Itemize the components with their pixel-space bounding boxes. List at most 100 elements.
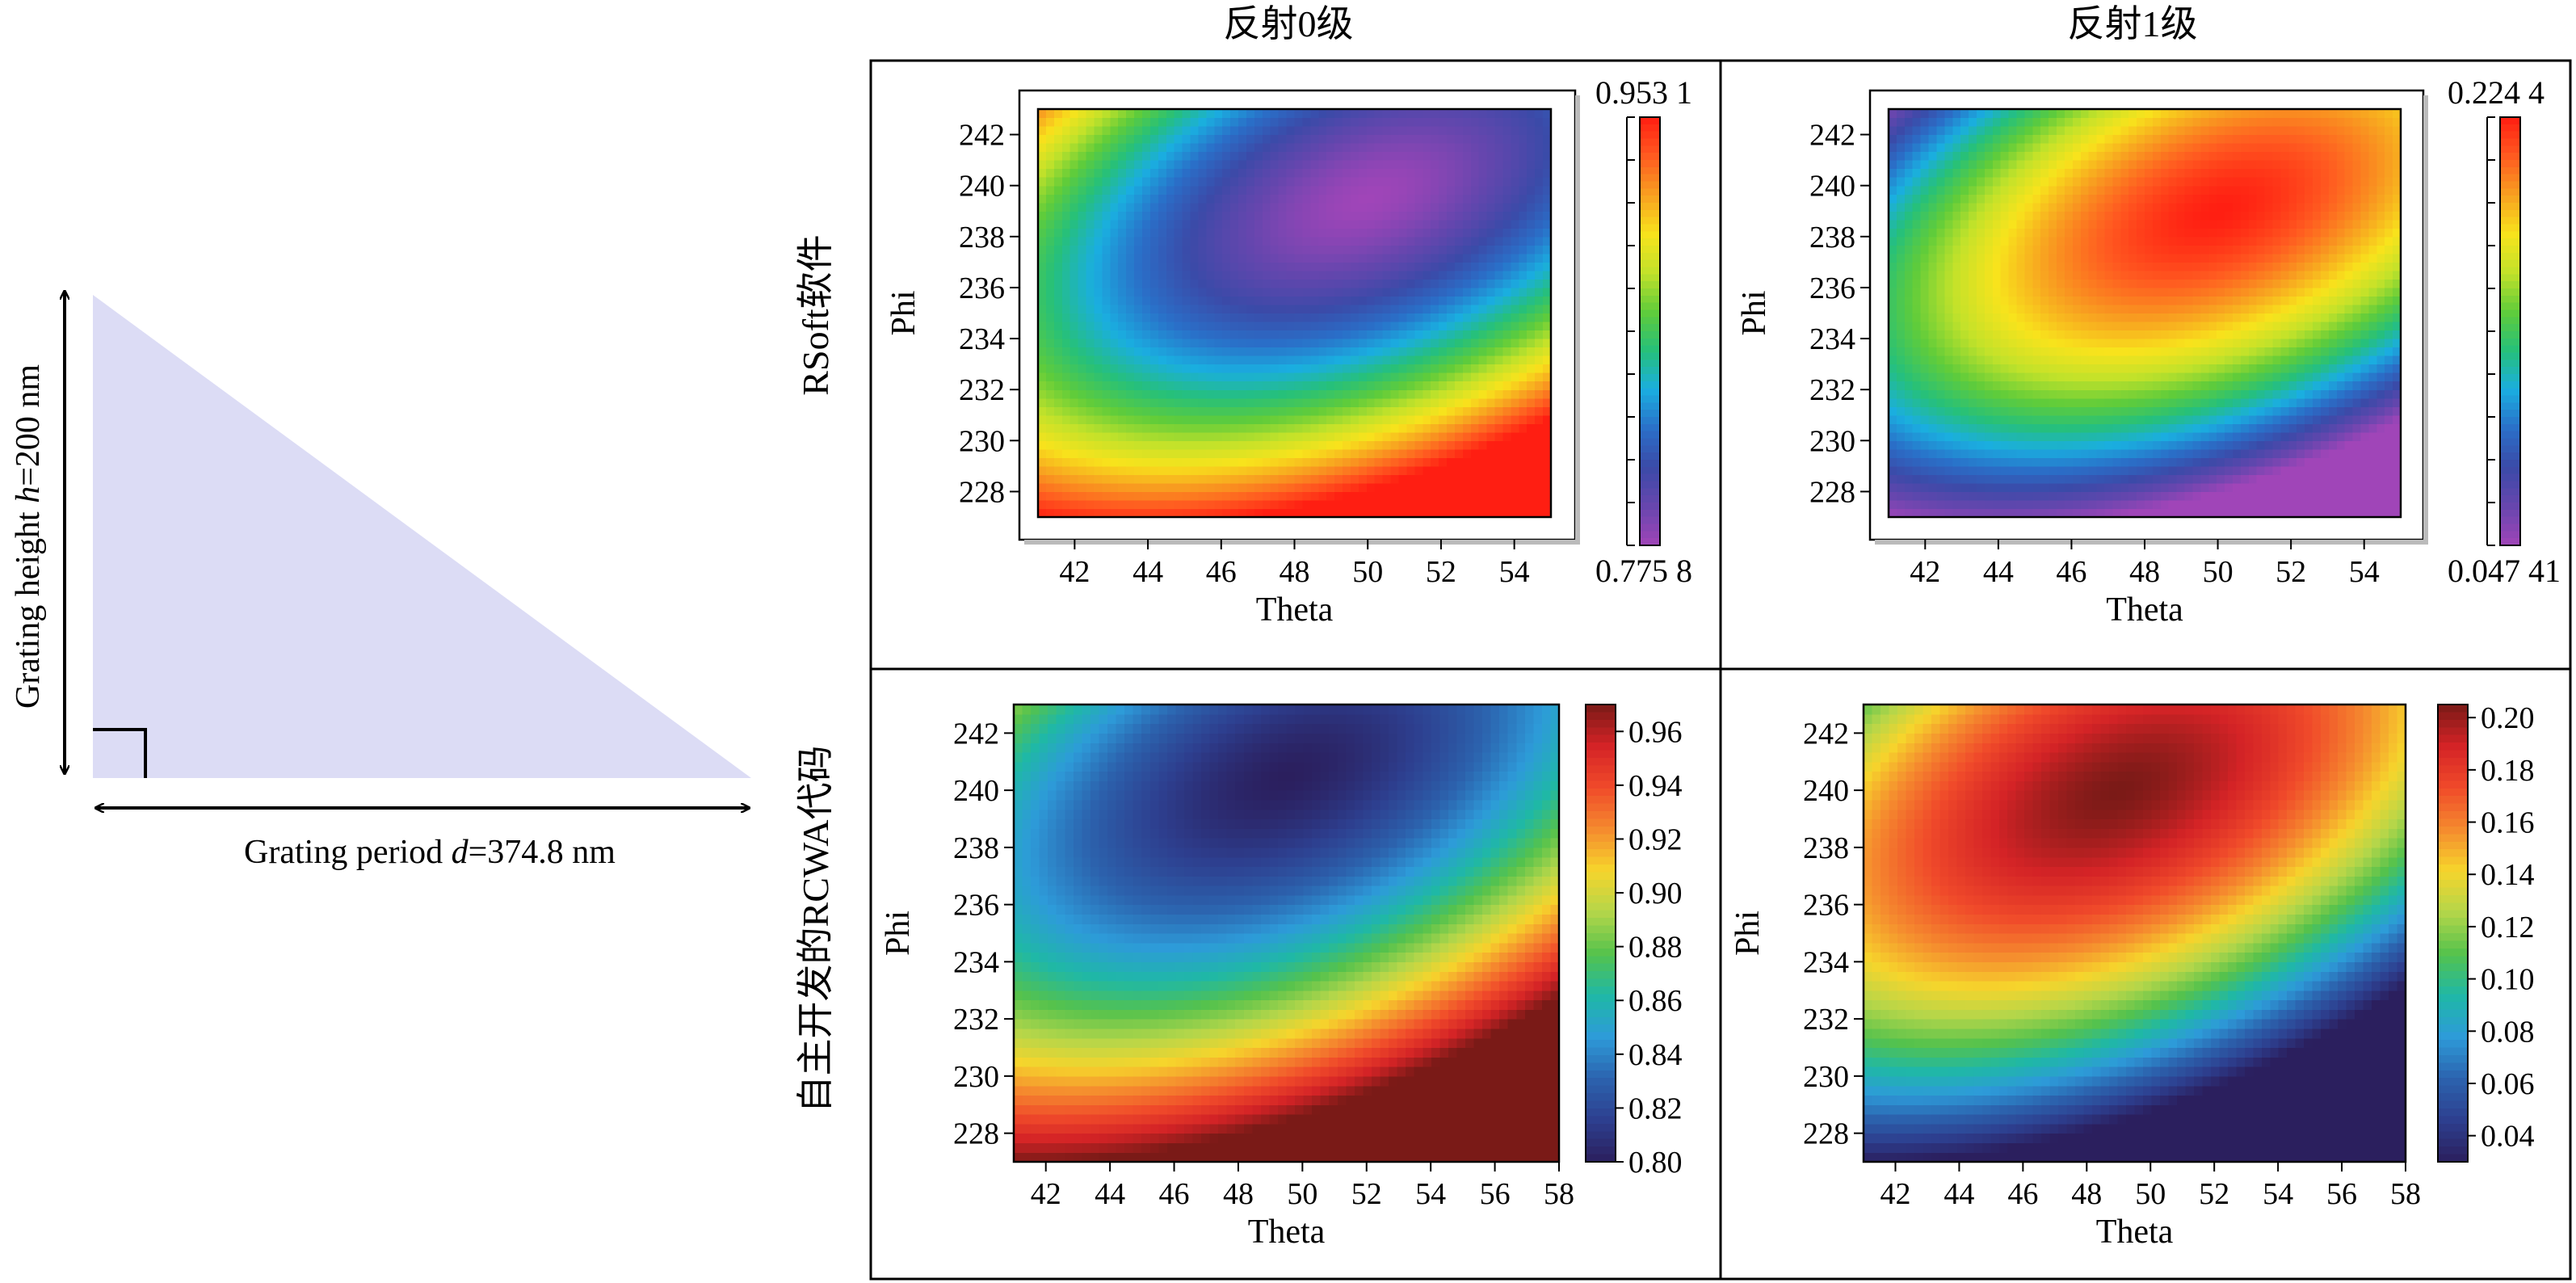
heatmap-cell (2049, 143, 2057, 153)
heatmap-cell (1094, 151, 1103, 161)
heatmap-cell (1326, 347, 1335, 356)
heatmap-cell (2128, 245, 2137, 254)
heatmap-cell (2049, 482, 2057, 492)
heatmap-cell (1343, 160, 1351, 170)
heatmap-cell (1149, 194, 1159, 204)
heatmap-cell (2160, 211, 2170, 221)
heatmap-cell (2152, 372, 2162, 382)
heatmap-cell (2032, 457, 2041, 467)
heatmap-cell (1374, 414, 1384, 424)
heatmap-cell (1094, 339, 1103, 348)
heatmap-cell (1920, 364, 1930, 373)
heatmap-cell (1952, 177, 1961, 187)
heatmap-cell (1086, 253, 1095, 263)
heatmap-cell (1366, 270, 1376, 280)
heatmap-cell (1920, 406, 1930, 416)
heatmap-cell (2032, 381, 2041, 390)
heatmap-cell (1190, 262, 1199, 271)
heatmap-cell (1952, 474, 1961, 484)
heatmap-cell (1198, 245, 1207, 254)
heatmap-cell (1992, 364, 2002, 373)
colorbar-segment (1640, 481, 1660, 489)
heatmap-cell (2152, 117, 2162, 127)
heatmap-cell (1431, 414, 1439, 424)
heatmap-cell (2112, 440, 2121, 450)
heatmap-cell (1230, 398, 1239, 407)
heatmap-cell (1936, 355, 1945, 365)
heatmap-cell (1149, 185, 1159, 195)
heatmap-cell (1262, 431, 1271, 441)
heatmap-cell (2145, 431, 2154, 441)
heatmap-cell (1318, 236, 1327, 246)
heatmap-cell (1527, 500, 1536, 510)
heatmap-cell (1126, 168, 1135, 178)
heatmap-cell (1936, 160, 1945, 170)
heatmap-cell (1969, 355, 1977, 365)
heatmap-cell (1038, 236, 1047, 246)
heatmap-cell (1094, 211, 1103, 221)
heatmap-cell (1382, 219, 1392, 229)
heatmap-cell (1045, 245, 1055, 254)
heatmap-cell (1431, 160, 1439, 170)
heatmap-cell (1230, 500, 1239, 510)
heatmap-cell (1992, 185, 2002, 195)
heatmap-cell (1912, 381, 1922, 390)
heatmap-cell (1431, 491, 1439, 501)
heatmap-cell (1494, 355, 1503, 365)
heatmap-cell (1414, 245, 1423, 254)
heatmap-cell (1134, 211, 1143, 221)
heatmap-cell (1960, 347, 1969, 356)
heatmap-cell (1936, 236, 1945, 246)
heatmap-cell (1984, 448, 1994, 458)
heatmap-cell (1182, 482, 1191, 492)
heatmap-cell (1238, 236, 1247, 246)
heatmap-cell (1174, 262, 1183, 271)
heatmap-cell (2088, 296, 2098, 305)
heatmap-cell (2024, 253, 2033, 263)
heatmap-cell (2072, 236, 2082, 246)
heatmap-cell (1334, 253, 1343, 263)
heatmap-cell (1326, 160, 1335, 170)
heatmap-cell (1343, 202, 1351, 212)
heatmap-cell (2049, 398, 2057, 407)
heatmap-cell (1343, 117, 1351, 127)
heatmap-cell (1158, 500, 1167, 510)
heatmap-cell (1069, 194, 1079, 204)
heatmap-cell (1278, 245, 1288, 254)
heatmap-cell (1174, 398, 1183, 407)
heatmap-cell (2104, 279, 2113, 288)
heatmap-cell (1262, 482, 1271, 492)
heatmap-cell (1952, 431, 1961, 441)
heatmap-cell (1519, 406, 1528, 416)
heatmap-cell (1920, 355, 1930, 365)
heatmap-cell (2112, 500, 2121, 510)
heatmap-cell (1134, 457, 1143, 467)
heatmap-cell (1174, 305, 1183, 314)
heatmap-cell (2008, 109, 2018, 119)
heatmap-cell (1142, 126, 1151, 136)
heatmap-cell (1238, 508, 1247, 518)
heatmap-cell (1439, 364, 1448, 373)
heatmap-cell (1543, 117, 1552, 127)
heatmap-cell (1977, 253, 1986, 263)
heatmap-cell (2184, 423, 2193, 433)
heatmap-cell (1904, 245, 1914, 254)
heatmap-cell (1038, 322, 1047, 331)
heatmap-cell (1134, 389, 1143, 399)
heatmap-cell (2032, 245, 2041, 254)
heatmap-cell (1896, 134, 1906, 144)
heatmap-cell (1166, 151, 1175, 161)
heatmap-cell (1270, 143, 1280, 153)
heatmap-cell (1142, 339, 1151, 348)
heatmap-cell (1366, 160, 1376, 170)
heatmap-cell (1992, 381, 2002, 390)
heatmap-cell (1920, 491, 1930, 501)
heatmap-cell (1366, 414, 1376, 424)
heatmap-cell (1462, 423, 1472, 433)
heatmap-cell (1398, 508, 1407, 518)
heatmap-cell (1053, 185, 1063, 195)
heatmap-cell (2000, 423, 2010, 433)
heatmap-cell (1270, 109, 1280, 119)
heatmap-cell (1470, 347, 1480, 356)
heatmap-cell (1246, 287, 1255, 297)
